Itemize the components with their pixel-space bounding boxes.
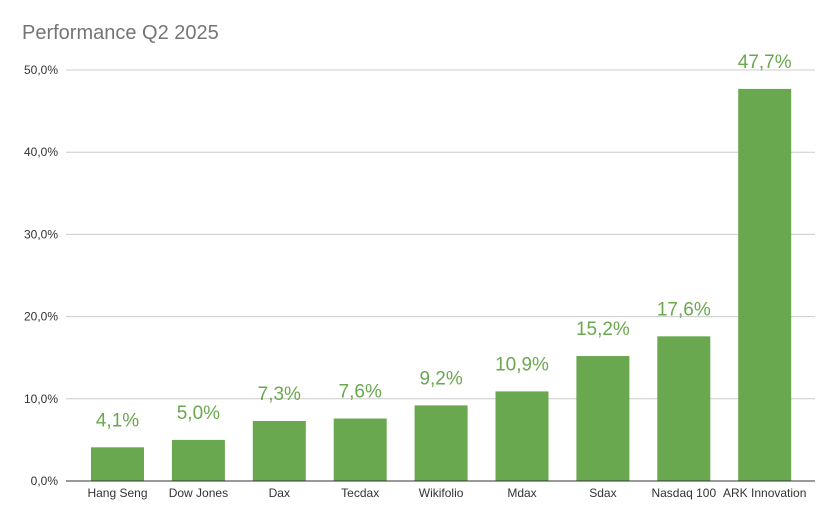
data-label: 5,0%	[177, 403, 220, 424]
bar	[657, 336, 711, 481]
x-tick-label: Mdax	[507, 486, 536, 500]
y-tick-label: 10,0%	[24, 392, 58, 406]
data-label: 4,1%	[96, 410, 139, 431]
x-axis-ticks: Hang Seng Dow Jones Dax Tecdax Wikifolio Mdax…	[87, 486, 806, 500]
x-tick-label: Dow Jones	[169, 486, 228, 500]
bar	[252, 420, 306, 481]
x-tick-label: ARK Innovation	[723, 486, 806, 500]
x-tick-label: Hang Seng	[87, 486, 147, 500]
data-label: 15,2%	[576, 319, 630, 340]
chart-title: Performance Q2 2025	[22, 22, 219, 44]
bar	[495, 391, 549, 481]
data-label: 10,9%	[495, 354, 549, 375]
bar	[738, 88, 792, 481]
data-label: 7,3%	[258, 384, 301, 405]
data-label: 7,6%	[339, 382, 382, 403]
y-tick-label: 30,0%	[24, 227, 58, 241]
data-label: 9,2%	[419, 368, 462, 389]
bar	[333, 418, 387, 481]
bar	[414, 405, 468, 481]
bars	[91, 88, 792, 481]
x-tick-label: Wikifolio	[419, 486, 464, 500]
bar	[91, 447, 144, 481]
y-tick-label: 40,0%	[24, 145, 58, 159]
y-axis-ticks: 0,0% 10,0% 20,0% 30,0% 40,0% 50,0%	[24, 63, 58, 488]
bar	[171, 439, 225, 481]
x-tick-label: Tecdax	[341, 486, 379, 500]
y-tick-label: 0,0%	[31, 474, 59, 488]
x-tick-label: Dax	[269, 486, 290, 500]
data-label: 47,7%	[738, 52, 792, 73]
bar	[576, 356, 630, 481]
data-label: 17,6%	[657, 299, 711, 320]
y-tick-label: 20,0%	[24, 310, 58, 324]
data-labels: 4,1% 5,0% 7,3% 7,6% 9,2% 10,9% 15,2% 17,6% 47,7%	[96, 52, 792, 431]
x-tick-label: Sdax	[589, 486, 616, 500]
x-tick-label: Nasdaq 100	[651, 486, 716, 500]
y-tick-label: 50,0%	[24, 63, 58, 77]
